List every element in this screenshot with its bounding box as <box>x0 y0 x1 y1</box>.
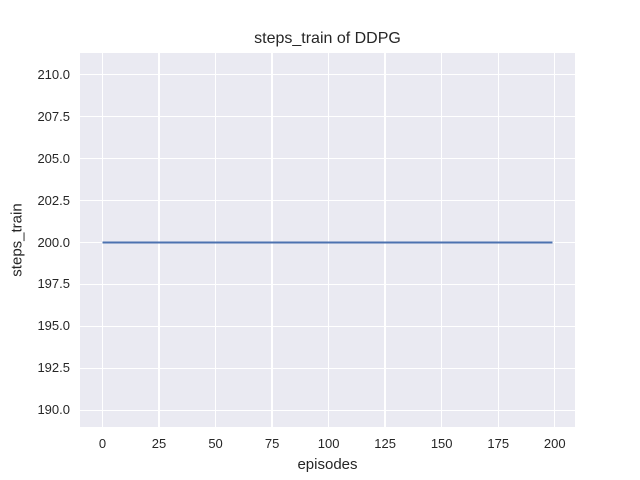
plot-area <box>80 53 575 427</box>
y-tick-label: 202.5 <box>37 192 70 208</box>
x-tick-label: 125 <box>374 436 396 451</box>
gridline-horizontal <box>80 325 575 328</box>
gridline-vertical <box>440 53 443 427</box>
gridline-horizontal <box>80 74 575 76</box>
gridline-horizontal <box>80 367 575 369</box>
gridline-vertical <box>384 53 386 427</box>
y-tick-label: 210.0 <box>37 66 70 82</box>
gridline-vertical <box>158 53 160 427</box>
x-tick-label: 75 <box>264 436 280 451</box>
x-tick-label: 0 <box>98 436 107 451</box>
x-tick-label: 100 <box>317 436 340 451</box>
y-tick-label: 192.5 <box>37 360 70 376</box>
y-tick-label: 200.0 <box>37 234 70 250</box>
gridline-horizontal <box>80 116 575 118</box>
x-tick-label: 150 <box>430 436 453 451</box>
gridline-vertical <box>271 53 273 427</box>
y-tick-label: 190.0 <box>37 402 70 418</box>
y-tick-label: 195.0 <box>37 318 70 334</box>
chart-title: steps_train of DDPG <box>254 30 401 47</box>
x-tick-label: 50 <box>208 436 223 451</box>
gridline-horizontal <box>80 283 575 286</box>
gridline-vertical <box>327 53 330 427</box>
gridline-vertical <box>101 53 104 427</box>
x-tick-label: 25 <box>151 436 167 451</box>
y-tick-label: 205.0 <box>37 150 70 166</box>
series-layer <box>102 241 553 244</box>
gridline-horizontal <box>80 157 575 160</box>
gridline-vertical <box>497 53 499 427</box>
x-tick-label: 175 <box>487 436 510 451</box>
gridline-horizontal <box>80 199 575 202</box>
gridline-horizontal <box>80 409 575 411</box>
x-axis-label: episodes <box>297 456 358 473</box>
x-tick-label: 200 <box>543 436 566 451</box>
y-tick-label: 207.5 <box>37 108 70 124</box>
gridline-vertical <box>214 53 217 427</box>
y-tick-label: 197.5 <box>37 276 70 292</box>
gridline-vertical <box>554 53 556 427</box>
